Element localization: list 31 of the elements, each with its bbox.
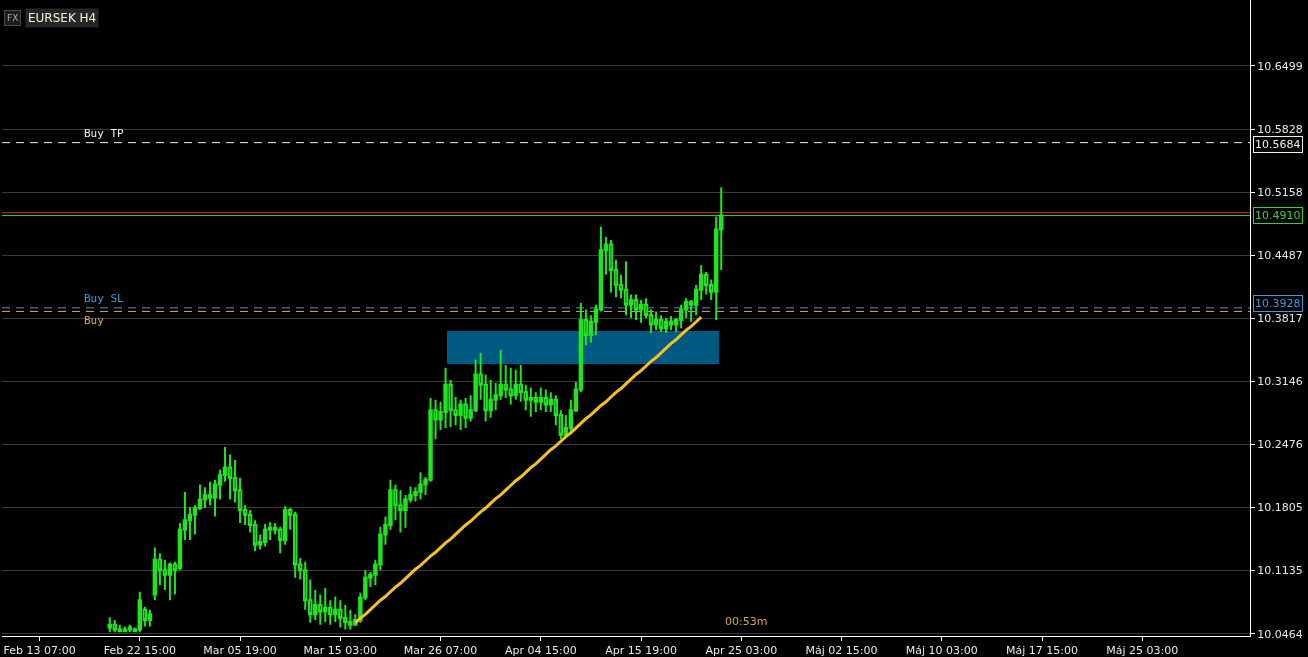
annotation: Buy: [84, 314, 105, 327]
annotation: Buy SL: [84, 292, 125, 305]
y-tick-label: 10.5828: [1257, 122, 1303, 136]
y-tick-label: 10.1805: [1257, 501, 1303, 515]
text: EURSEK H4: [28, 11, 97, 25]
y-tick-label: 10.6499: [1257, 59, 1303, 73]
x-tick-label: Máj 10 03:00: [905, 644, 978, 657]
x-tick-label: Feb 22 15:00: [103, 644, 176, 657]
annotation: 00:53m: [725, 615, 768, 628]
y-tick-label: 10.3817: [1257, 312, 1303, 326]
x-tick-label: Máj 02 15:00: [805, 644, 878, 657]
x-tick-label: Máj 17 15:00: [1006, 644, 1078, 657]
annotation: FX: [7, 13, 19, 23]
ref-line-label: 10.5684: [1255, 138, 1301, 151]
x-tick-label: Máj 25 03:00: [1106, 644, 1179, 657]
y-tick-label: 10.2476: [1257, 438, 1303, 452]
y-tick-label: 10.4487: [1257, 249, 1303, 263]
y-tick-label: 10.1135: [1257, 564, 1303, 578]
ref-line-label: 10.3928: [1255, 297, 1301, 310]
x-tick-label: Apr 25 03:00: [705, 644, 778, 657]
y-tick-label: 10.0464: [1257, 627, 1303, 641]
x-tick-label: Feb 13 07:00: [3, 644, 76, 657]
ref-line-label: 10.4910: [1255, 209, 1301, 222]
y-tick-label: 10.5158: [1257, 185, 1303, 199]
x-tick-label: Mar 15 03:00: [303, 644, 378, 657]
x-tick-label: Apr 04 15:00: [504, 644, 577, 657]
annotation: Buy TP: [84, 127, 125, 140]
x-tick-label: Mar 26 07:00: [403, 644, 478, 657]
x-tick-label: Mar 05 19:00: [203, 644, 277, 657]
x-tick-label: Apr 15 19:00: [605, 644, 677, 657]
y-tick-label: 10.3146: [1257, 375, 1303, 389]
